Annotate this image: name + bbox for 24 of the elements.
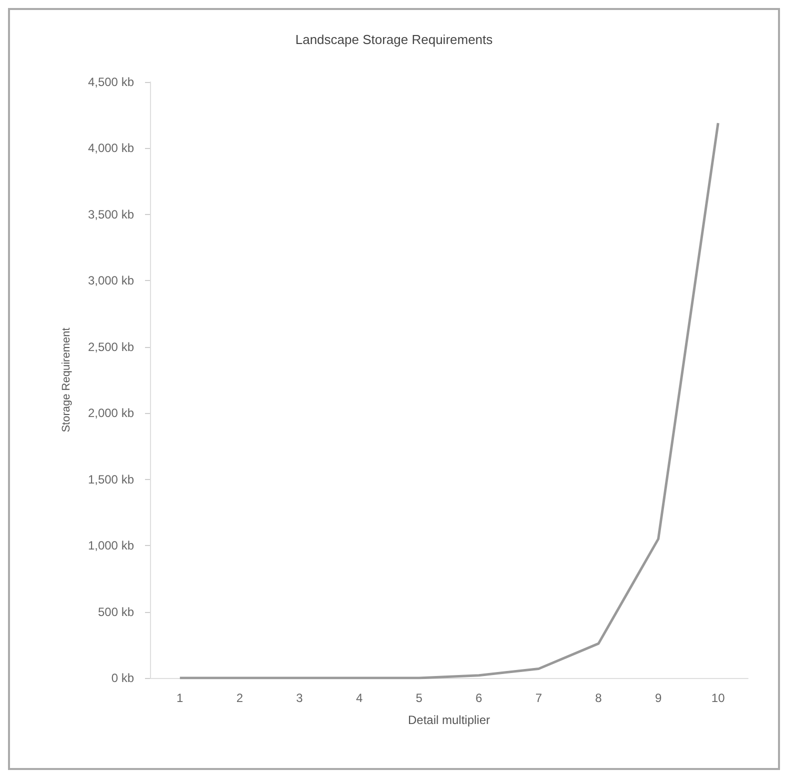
x-tick-label: 9 [654, 691, 662, 705]
x-tick-label: 4 [356, 691, 363, 705]
chart-title: Landscape Storage Requirements [295, 32, 494, 47]
line-series [178, 122, 720, 680]
x-axis-title: Detail multiplier [408, 713, 490, 727]
x-tick-label: 8 [595, 691, 602, 705]
y-tick-label: 4,500 kb [88, 75, 134, 89]
y-tick-label: 1,500 kb [88, 472, 134, 486]
x-tick-label: 2 [236, 691, 244, 705]
y-tick-label: 500 kb [98, 604, 134, 619]
y-tick-label: 4,000 kb [88, 141, 134, 156]
x-tick-label: 5 [416, 691, 423, 705]
y-tick-label: 0 kb [111, 671, 134, 685]
y-tick-label: 1,000 kb [88, 538, 134, 553]
x-tick-label: 10 [711, 691, 726, 705]
x-tick-label: 7 [535, 691, 542, 705]
y-axis-title: Storage Requirement [60, 328, 72, 432]
y-tick-label: 3,000 kb [88, 274, 134, 288]
y-tick-label: 3,500 kb [88, 207, 134, 222]
x-tick-label: 1 [176, 691, 184, 705]
y-tick-label: 2,500 kb [88, 340, 134, 354]
y-tick-label: 2,000 kb [88, 406, 134, 420]
x-tick-label: 6 [476, 691, 483, 705]
x-tick-label: 3 [296, 691, 304, 705]
